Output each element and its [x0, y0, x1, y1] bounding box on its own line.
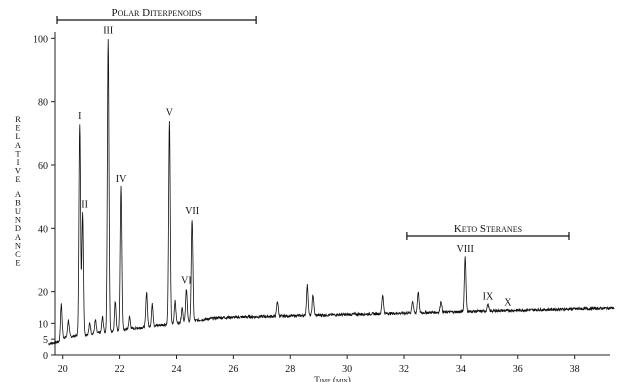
y-tick-label: 100 [33, 34, 48, 45]
x-tick-label: 22 [115, 364, 125, 375]
x-tick-label: 24 [171, 364, 181, 375]
keto-steranes-label: Keto Steranes [454, 223, 522, 235]
x-tick-label: 32 [399, 364, 409, 375]
y-tick-label: 0 [43, 351, 48, 362]
peak-label-x: X [504, 298, 512, 309]
peak-label-iii: III [103, 25, 113, 36]
polar-diterpenoids-label: Polar Diterpenoids [112, 7, 202, 19]
y-tick-label: 5 [43, 335, 48, 346]
x-tick-label: 36 [513, 364, 523, 375]
x-axis-title: Time (min) [314, 375, 350, 382]
peak-label-ii: II [81, 200, 88, 211]
peak-label-v: V [166, 108, 174, 119]
annotation-layer: Polar Diterpenoids Keto Steranes [56, 7, 570, 240]
x-tick-label: 38 [570, 364, 580, 375]
x-tick-label: 34 [456, 364, 466, 375]
trace-layer [48, 39, 615, 346]
peak-label-i: I [78, 111, 81, 122]
y-tick-label: 80 [38, 98, 48, 109]
peak-label-vi: VI [181, 276, 192, 287]
y-tick-label: 60 [38, 161, 48, 172]
chromatogram-trace [48, 39, 615, 346]
y-tick-label: 40 [38, 224, 48, 235]
peak-label-iv: IV [116, 174, 127, 185]
peak-label-viii: VIII [457, 244, 474, 255]
x-tick-label: 30 [342, 364, 352, 375]
peak-label-ix: IX [483, 291, 494, 302]
y-tick-label: 20 [38, 288, 48, 299]
axes: 0 5 10 20 40 60 80 100 20 22 24 26 28 30 32 34 36 38 [33, 32, 610, 375]
x-tick-label: 26 [228, 364, 238, 375]
x-tick-label: 28 [285, 364, 295, 375]
x-tick-label: 20 [58, 364, 68, 375]
y-tick-label: 10 [38, 319, 48, 330]
peak-label-vii: VII [185, 206, 199, 217]
